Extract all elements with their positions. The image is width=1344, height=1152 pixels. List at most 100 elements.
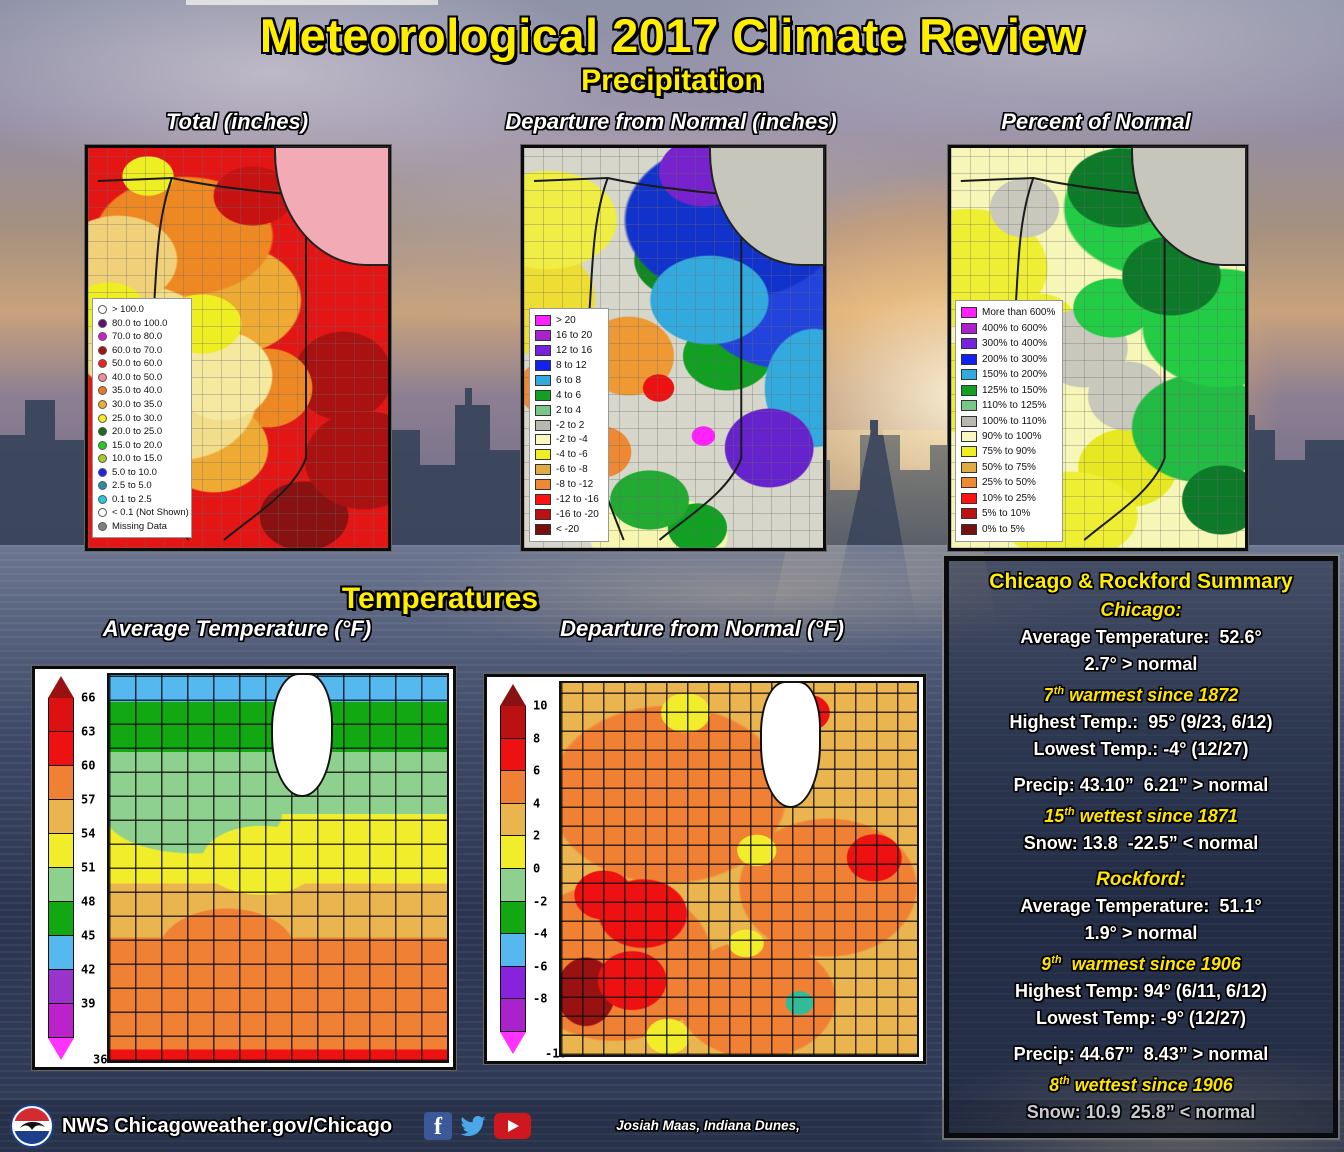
nws-logo-icon	[10, 1104, 54, 1148]
legend-item: 75% to 90%	[961, 444, 1057, 459]
map-average-temperature: 66 63 60 57	[32, 666, 456, 1070]
colorbar-tick: 45	[81, 928, 96, 943]
colorbar-tick: 0	[533, 861, 541, 876]
twitter-icon[interactable]	[458, 1111, 488, 1141]
legend-swatch	[98, 508, 107, 518]
summary-panel: Chicago & Rockford Summary Chicago: Aver…	[944, 556, 1338, 1138]
legend-swatch	[535, 494, 551, 506]
colorbar-lower-arrow: 36	[48, 1038, 107, 1066]
legend-label: 50% to 75%	[982, 461, 1036, 473]
legend-label: 40.0 to 50.0	[112, 371, 163, 383]
legend-label: < 0.1 (Not Shown)	[112, 507, 189, 519]
legend-label: 15.0 to 20.0	[112, 439, 163, 451]
colorbar-segment: 10	[500, 698, 547, 739]
colorbar-average-temperature: 66 63 60 57	[40, 674, 107, 1066]
legend-item: < -20	[535, 522, 603, 537]
rockford-temp-departure: 1.9° > normal	[1084, 923, 1198, 943]
legend-item: 35.0 to 40.0	[98, 384, 186, 398]
weather-gov-link[interactable]: weather.gov/Chicago	[192, 1115, 393, 1137]
legend-swatch	[961, 446, 977, 458]
legend-item: 70.0 to 80.0	[98, 330, 186, 344]
map-total-precip: > 100.0 80.0 to 100.0 70.0 to 80.0 60.0 …	[85, 145, 391, 551]
colorbar-upper-arrow	[500, 684, 526, 706]
legend-swatch	[535, 479, 551, 491]
legend-item: 125% to 150%	[961, 382, 1057, 397]
legend-label: -12 to -16	[556, 494, 599, 506]
summary-title: Chicago & Rockford Summary	[989, 570, 1293, 593]
colorbar-tick: 60	[81, 758, 96, 773]
youtube-icon[interactable]	[494, 1113, 531, 1139]
chicago-precip: Precip: 43.10” 6.21” > normal	[1013, 775, 1269, 795]
legend-label: 90% to 100%	[982, 430, 1042, 442]
chicago-avg-temp: Average Temperature: 52.6°	[1020, 627, 1262, 647]
legend-label: 10.0 to 15.0	[112, 453, 163, 465]
colorbar-tick: 57	[81, 792, 96, 807]
legend-item: > 100.0	[98, 303, 186, 317]
legend-swatch	[98, 318, 107, 328]
legend-swatch	[961, 384, 977, 396]
map-temp-departure: 10 8 6 4	[484, 674, 926, 1064]
legend-item: 5.0 to 10.0	[98, 465, 186, 479]
legend-item: 90% to 100%	[961, 429, 1057, 444]
legend-swatch	[98, 440, 107, 450]
legend-swatch	[98, 427, 107, 437]
legend-label: 80.0 to 100.0	[112, 317, 168, 329]
legend-item: 25% to 50%	[961, 475, 1057, 490]
legend-item: 4 to 6	[535, 388, 603, 403]
colorbar-tick: 48	[81, 894, 96, 909]
legend-label: 200% to 300%	[982, 353, 1048, 365]
legend-swatch	[98, 494, 107, 504]
legend-item: 300% to 400%	[961, 336, 1057, 351]
rank-ordinal: 8	[1049, 1075, 1060, 1095]
colorbar-segment: 63	[48, 724, 95, 766]
colorbar-tick: -2	[533, 893, 548, 908]
footer-bar: NWS Chicago weather.gov/Chicago f Josiah…	[0, 1100, 1344, 1152]
legend-item: 80.0 to 100.0	[98, 317, 186, 331]
chicago-warmth-rank: 7th warmest since 1872	[953, 678, 1329, 709]
legend-item: 150% to 200%	[961, 367, 1057, 382]
colorbar-segment: 2	[500, 829, 540, 869]
lake-michigan	[271, 673, 333, 797]
legend-item: 50.0 to 60.0	[98, 357, 186, 371]
rank-ordinal: 15	[1044, 806, 1065, 826]
legend-item: 10% to 25%	[961, 491, 1057, 506]
colorbar-tick: 10	[533, 698, 548, 713]
legend-label: -4 to -6	[556, 449, 588, 461]
legend-item: 8 to 12	[535, 358, 603, 373]
map-title-total-precip: Total (inches)	[165, 109, 309, 134]
legend-label: 60.0 to 70.0	[112, 344, 163, 356]
chicago-highest-temp: Highest Temp.: 95° (9/23, 6/12)	[1009, 712, 1273, 732]
choropleth-average-temperature	[107, 673, 449, 1063]
facebook-icon[interactable]: f	[424, 1112, 452, 1140]
map-percent-of-normal: More than 600% 400% to 600% 300% to 400%…	[948, 145, 1248, 551]
chicago-lowest-temp: Lowest Temp.: -4° (12/27)	[1033, 739, 1249, 759]
legend-item: More than 600%	[961, 305, 1057, 320]
map-precip-departure: > 20 16 to 20 12 to 16 8 to 12	[521, 145, 826, 551]
legend-label: 30.0 to 35.0	[112, 398, 163, 410]
legend-swatch	[98, 345, 107, 355]
legend-label: 8 to 12	[556, 359, 587, 371]
section-title-precipitation: Precipitation	[581, 64, 763, 97]
rockford-highest-temp: Highest Temp: 94° (6/11, 6/12)	[1015, 981, 1267, 1001]
legend-item: 30.0 to 35.0	[98, 398, 186, 412]
rockford-snow: Snow: 10.9 25.8” < normal	[1026, 1102, 1256, 1122]
chicago-wet-rank: 15th wettest since 1871	[953, 799, 1329, 830]
legend-label: 12 to 16	[556, 344, 593, 356]
rockford-lowest-temp: Lowest Temp: -9° (12/27)	[1036, 1008, 1246, 1028]
colorbar-tick: 66	[81, 690, 96, 705]
legend-item: 0.1 to 2.5	[98, 492, 186, 506]
rank-text: warmest since 1906	[1061, 954, 1241, 974]
legend-label: 300% to 400%	[982, 338, 1048, 350]
colorbar-tick: 2	[533, 828, 541, 843]
legend-label: 6 to 8	[556, 374, 582, 386]
legend-item: 6 to 8	[535, 373, 603, 388]
legend-item: -6 to -8	[535, 462, 603, 477]
colorbar-segment: 0	[500, 861, 540, 902]
legend-item: -4 to -6	[535, 447, 603, 462]
legend-swatch	[961, 477, 977, 489]
colorbar-segment: -6	[500, 959, 547, 1000]
colorbar-segment: 39	[48, 996, 95, 1038]
legend-label: 20.0 to 25.0	[112, 426, 163, 438]
legend-item: < 0.1 (Not Shown)	[98, 506, 189, 520]
legend-swatch	[961, 400, 977, 412]
